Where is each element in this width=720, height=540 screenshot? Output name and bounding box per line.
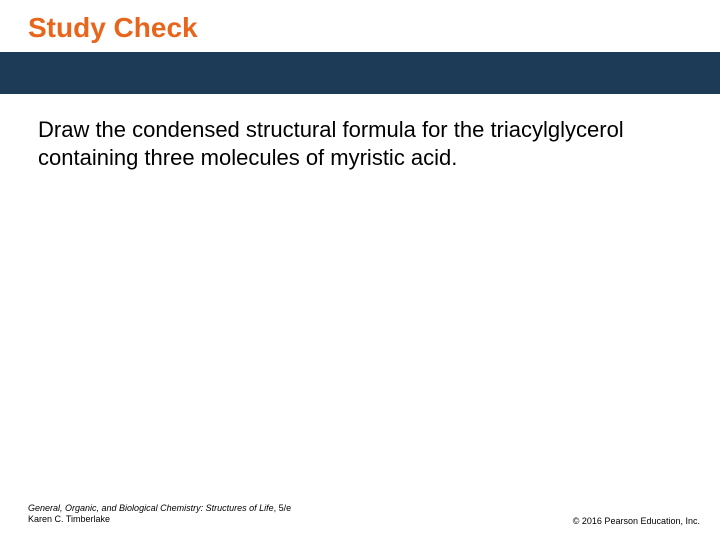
footer: General, Organic, and Biological Chemist… [28, 503, 700, 526]
footer-left: General, Organic, and Biological Chemist… [28, 503, 291, 526]
footer-book-title: General, Organic, and Biological Chemist… [28, 503, 274, 513]
footer-copyright: © 2016 Pearson Education, Inc. [573, 516, 700, 526]
footer-edition: , 5/e [274, 503, 292, 513]
footer-author: Karen C. Timberlake [28, 514, 291, 526]
header-band [0, 52, 720, 94]
body-text: Draw the condensed structural formula fo… [0, 94, 720, 171]
slide-title: Study Check [0, 0, 720, 52]
footer-book-line: General, Organic, and Biological Chemist… [28, 503, 291, 515]
